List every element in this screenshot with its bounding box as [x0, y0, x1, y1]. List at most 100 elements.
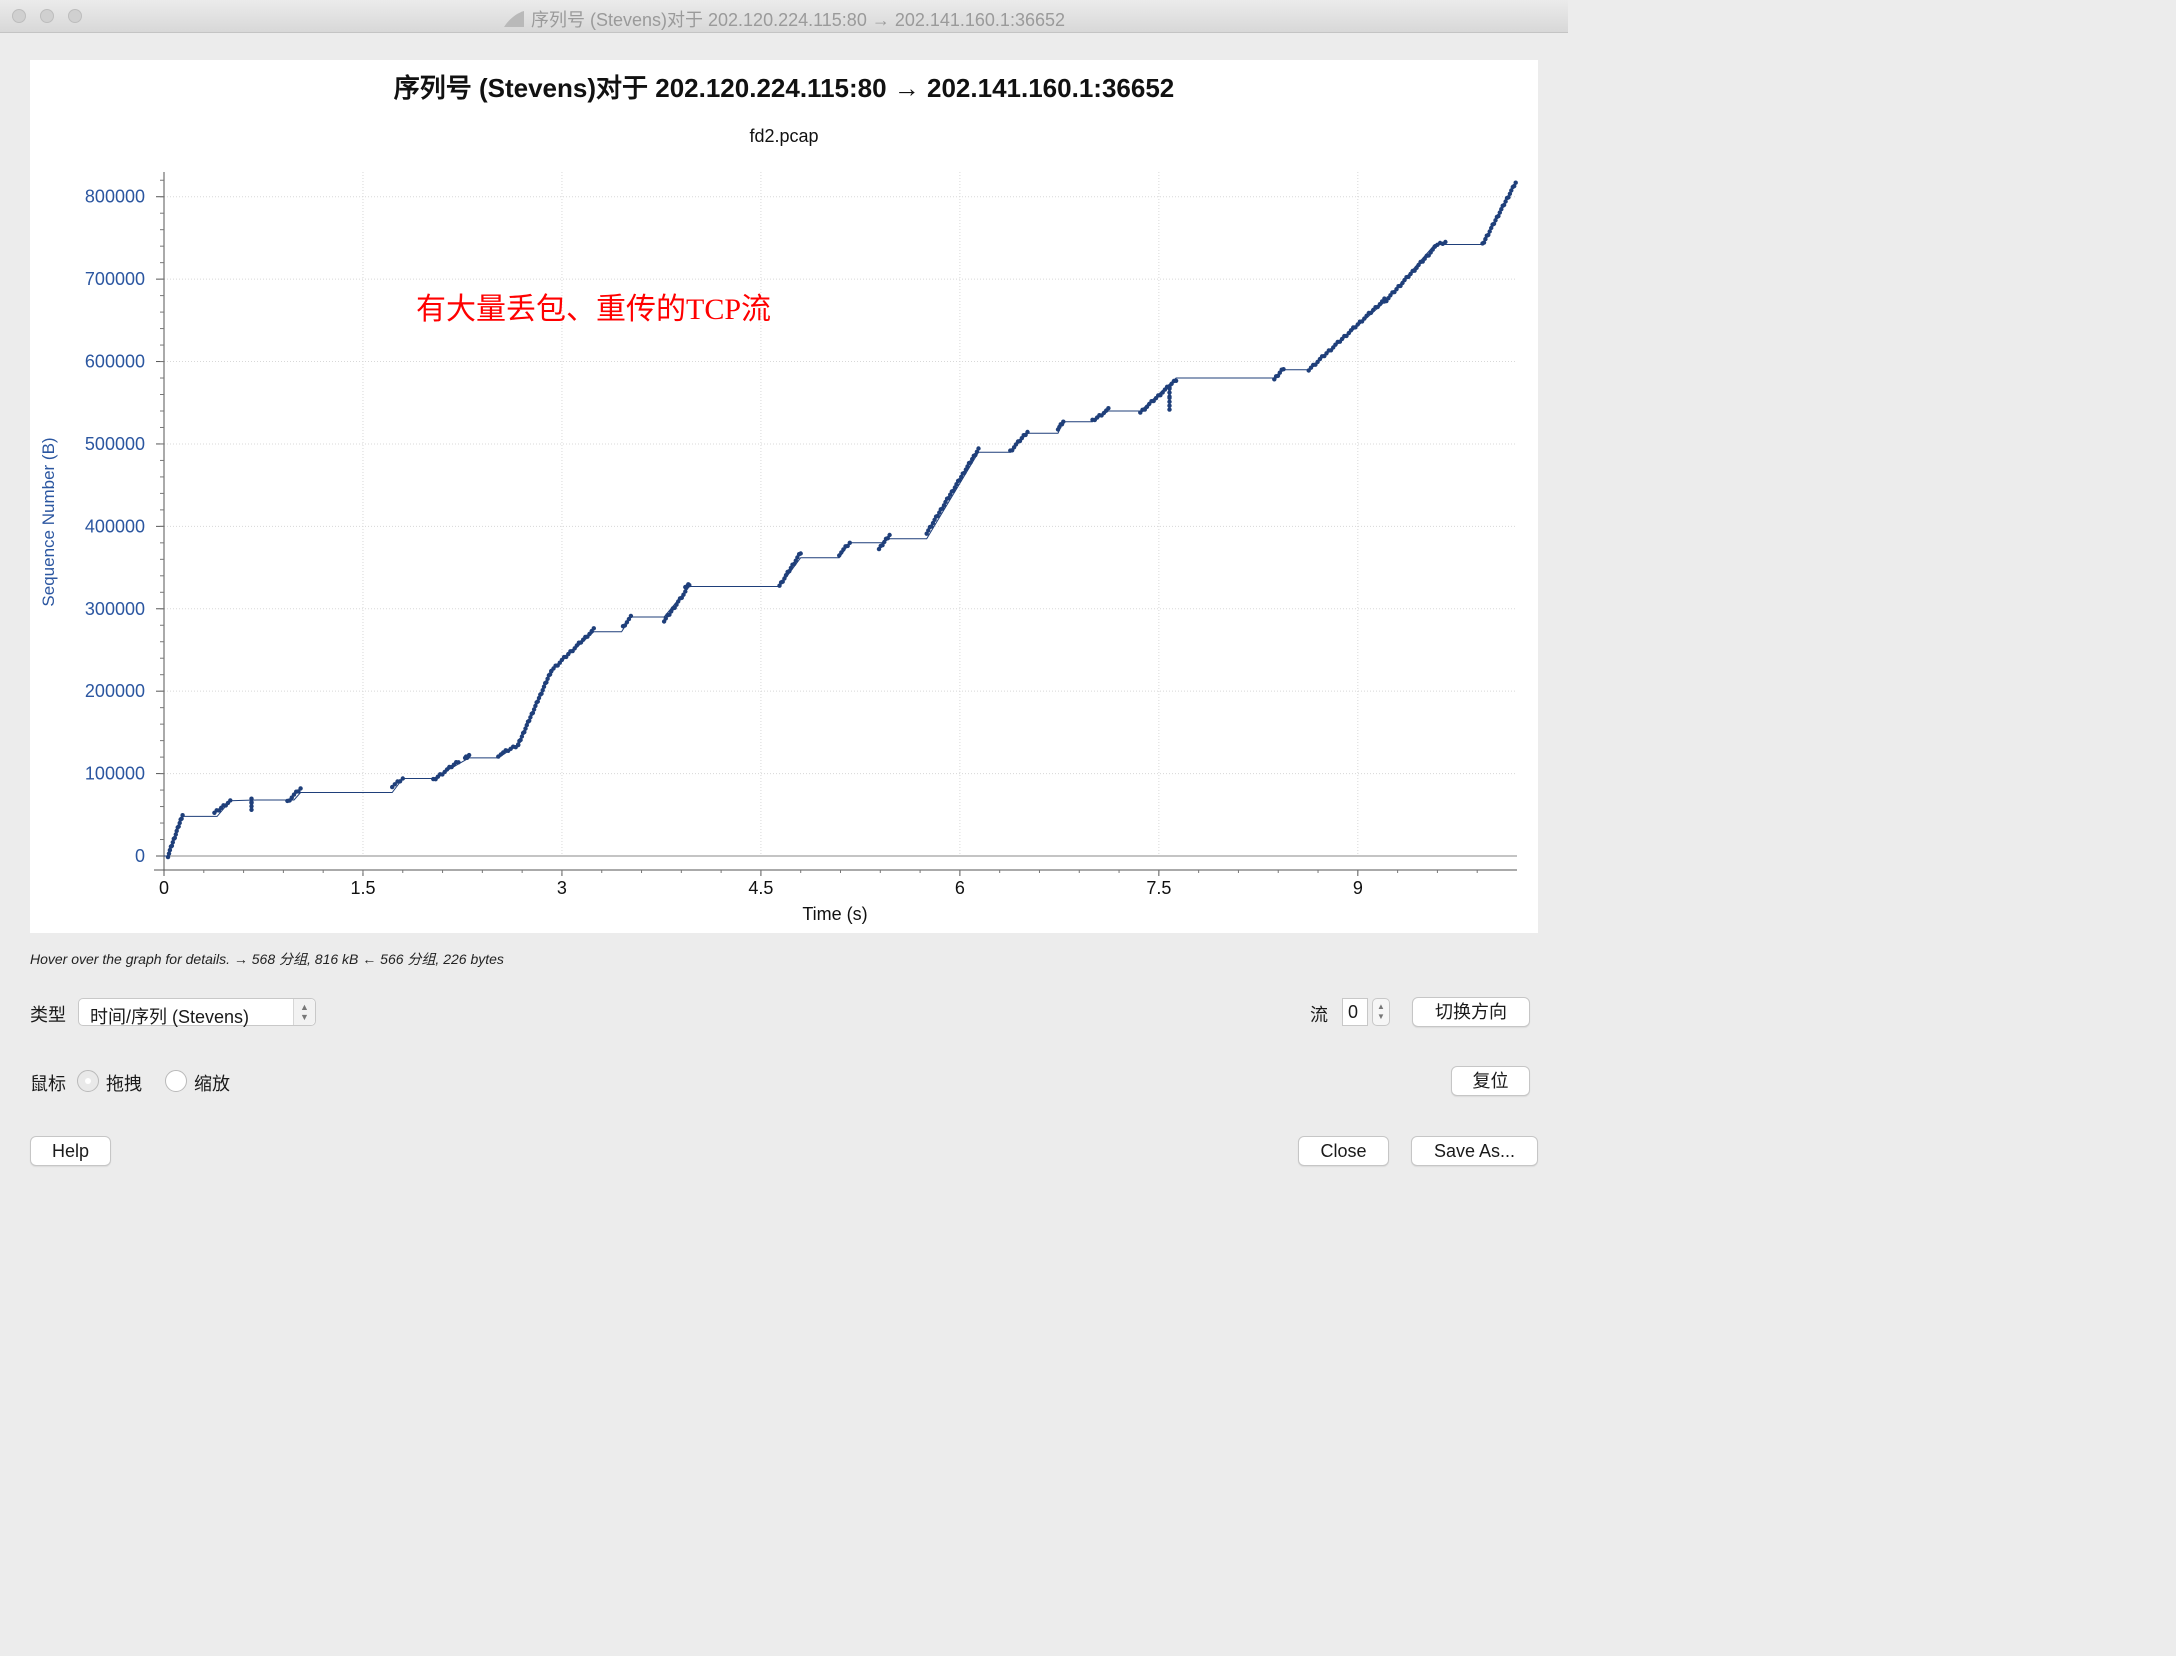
- close-window-icon[interactable]: [12, 9, 26, 23]
- zoom-label: 缩放: [194, 1074, 230, 1094]
- data-point: [540, 688, 545, 693]
- data-point: [165, 854, 171, 860]
- stevens-graph[interactable]: 序列号 (Stevens)对于 202.120.224.115:80 → 202…: [30, 60, 1538, 933]
- data-point: [456, 760, 461, 765]
- data-point: [397, 779, 403, 784]
- data-point: [1512, 183, 1517, 189]
- graph-type-select[interactable]: 时间/序列 (Stevens) ▲ ▼: [78, 998, 316, 1027]
- data-point: [249, 804, 254, 809]
- data-point: [1506, 195, 1511, 200]
- data-point: [962, 470, 967, 476]
- data-point: [531, 707, 537, 712]
- window-title-text: 序列号 (Stevens)对于 202.120.224.115:80 → 202…: [530, 10, 1065, 30]
- data-point: [249, 799, 254, 805]
- data-point: [524, 722, 529, 728]
- data-point: [167, 847, 173, 853]
- data-point: [1487, 229, 1492, 234]
- data-point: [1486, 232, 1491, 238]
- data-point: [667, 612, 672, 617]
- data-point: [541, 684, 547, 689]
- y-tick-label: 200000: [85, 681, 145, 701]
- data-point: [798, 551, 803, 556]
- data-point: [1173, 378, 1179, 383]
- data-point: [929, 524, 934, 529]
- data-point: [622, 623, 628, 628]
- data-point: [965, 464, 970, 469]
- y-tick-label: 400000: [85, 516, 145, 536]
- updown-chevron-icon: ▲ ▼: [293, 999, 315, 1025]
- data-point: [535, 699, 540, 704]
- data-point: [176, 824, 181, 829]
- data-point: [298, 786, 303, 791]
- data-point: [880, 543, 885, 548]
- zoom-radio[interactable]: [165, 1070, 187, 1092]
- y-axis-label: Sequence Number (B): [39, 437, 58, 606]
- x-tick-label: 3: [557, 878, 567, 898]
- y-tick-label: 600000: [85, 352, 145, 372]
- data-point: [937, 510, 942, 515]
- data-point: [536, 695, 542, 701]
- sequence-line: [164, 182, 1517, 857]
- data-point: [793, 558, 798, 563]
- data-point: [539, 691, 544, 696]
- x-tick-label: 6: [955, 878, 965, 898]
- data-point: [400, 776, 405, 781]
- data-point: [687, 583, 692, 588]
- drag-label: 拖拽: [106, 1074, 142, 1094]
- data-point: [1061, 419, 1066, 424]
- graph-panel[interactable]: 序列号 (Stevens)对于 202.120.224.115:80 → 202…: [30, 60, 1538, 933]
- window-title: 序列号 (Stevens)对于 202.120.224.115:80 → 202…: [0, 6, 1568, 33]
- annotation-text: 有大量丢包、重传的TCP流: [416, 293, 771, 326]
- x-tick-label: 4.5: [748, 878, 773, 898]
- y-tick-label: 300000: [85, 599, 145, 619]
- data-point: [1507, 191, 1513, 196]
- x-tick-label: 9: [1353, 878, 1363, 898]
- data-point: [170, 840, 175, 845]
- data-point: [527, 718, 532, 723]
- help-button[interactable]: Help: [30, 1136, 111, 1166]
- axes: 0 1.5 3 4.5 6 7.5 9 0 100000 200000 300000 400000 50…: [85, 172, 1517, 898]
- data-point: [174, 828, 179, 834]
- data-point: [173, 832, 178, 837]
- stream-stepper[interactable]: ▲ ▼: [1372, 998, 1390, 1026]
- data-point: [228, 798, 233, 803]
- data-point: [179, 816, 184, 821]
- data-point: [519, 734, 525, 739]
- data-point: [1281, 367, 1286, 372]
- stream-spinbox[interactable]: 0: [1342, 998, 1368, 1026]
- data-point: [1497, 210, 1503, 215]
- title-bar: 序列号 (Stevens)对于 202.120.224.115:80 → 202…: [0, 0, 1568, 33]
- data-point: [924, 531, 929, 536]
- data-point: [1167, 385, 1172, 390]
- y-tick-label: 0: [135, 846, 145, 866]
- reset-button[interactable]: 复位: [1451, 1066, 1530, 1096]
- data-point: [1491, 221, 1497, 226]
- data-point: [528, 715, 533, 720]
- data-point: [177, 820, 182, 826]
- y-tick-label: 500000: [85, 434, 145, 454]
- data-point: [522, 729, 527, 735]
- grid-lines: [163, 172, 1517, 857]
- data-point: [885, 536, 890, 541]
- data-point: [946, 495, 951, 501]
- drag-radio[interactable]: [77, 1070, 99, 1092]
- minimize-window-icon[interactable]: [40, 9, 54, 23]
- graph-type-value: 时间/序列 (Stevens): [90, 1007, 250, 1027]
- data-point: [845, 543, 850, 549]
- data-point: [1025, 429, 1030, 435]
- close-button[interactable]: Close: [1298, 1136, 1389, 1166]
- switch-direction-button[interactable]: 切换方向: [1412, 997, 1530, 1027]
- data-point: [1513, 180, 1518, 185]
- data-point: [624, 620, 630, 625]
- data-point: [681, 592, 686, 597]
- data-point: [951, 488, 956, 493]
- save-as-button[interactable]: Save As...: [1411, 1136, 1538, 1166]
- data-point: [1106, 406, 1111, 411]
- data-point: [940, 506, 945, 511]
- zoom-window-icon[interactable]: [68, 9, 82, 23]
- x-tick-label: 1.5: [350, 878, 375, 898]
- data-point: [172, 835, 177, 841]
- data-point: [390, 784, 395, 790]
- data-point: [935, 513, 940, 519]
- type-label: 类型: [30, 1005, 66, 1025]
